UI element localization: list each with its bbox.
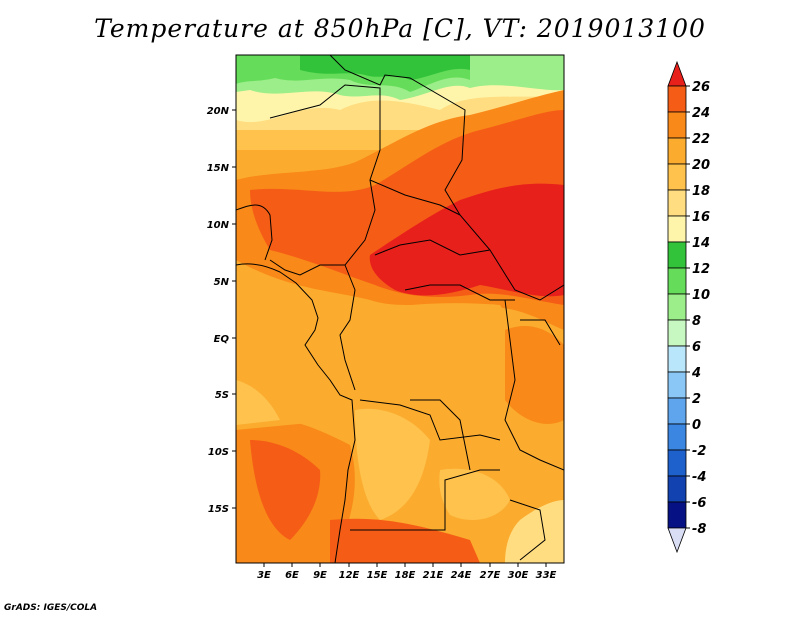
colorbar-segment <box>667 215 687 243</box>
lat-tick-label: 15N <box>207 163 230 174</box>
lon-tick-label: 9E <box>313 570 327 581</box>
colorbar-segment <box>667 319 687 347</box>
temperature-field <box>236 55 564 563</box>
map-title: Temperature at 850hPa [C], VT: 201901310… <box>94 14 706 43</box>
colorbar-triangle-top <box>667 60 687 87</box>
colorbar-label: 4 <box>691 366 701 381</box>
lat-tick-label: 20N <box>207 106 230 117</box>
colorbar-segment <box>667 345 687 373</box>
colorbar-label: 8 <box>692 314 701 329</box>
lon-tick-label: 12E <box>339 570 360 581</box>
colorbar-label: 16 <box>692 210 710 225</box>
colorbar-label: 14 <box>692 236 710 251</box>
credit-label: GrADS: IGES/COLA <box>4 603 98 613</box>
lon-tick-label: 18E <box>395 570 416 581</box>
colorbar-label: 18 <box>692 184 710 199</box>
colorbar-segment <box>667 111 687 139</box>
colorbar-label: 2 <box>692 392 701 407</box>
longitude-axis: 3E 6E 9E 12E 15E 18E 21E 24E 27E 30E 33E <box>257 563 557 581</box>
colorbar-segment <box>667 397 687 425</box>
lon-tick-label: 15E <box>367 570 388 581</box>
colorbar-label: 10 <box>692 288 710 303</box>
colorbar-label: 26 <box>692 80 710 95</box>
colorbar-triangle-bottom <box>667 527 687 554</box>
colorbar-segment <box>667 293 687 321</box>
colorbar-label: 6 <box>692 340 701 355</box>
colorbar-segment <box>667 241 687 269</box>
lat-tick-label: 5N <box>214 277 230 288</box>
lat-tick-label: 15S <box>208 504 229 515</box>
colorbar-label: -6 <box>692 496 706 511</box>
lon-tick-label: 3E <box>257 570 271 581</box>
colorbar-segment <box>667 163 687 191</box>
colorbar-segment <box>667 423 687 451</box>
lon-tick-label: 24E <box>451 570 472 581</box>
political-borders <box>236 55 564 563</box>
colorbar-segment <box>667 189 687 217</box>
lon-tick-label: 21E <box>423 570 444 581</box>
colorbar-label: -2 <box>692 444 706 459</box>
lon-tick-label: 6E <box>285 570 299 581</box>
colorbar-segment <box>667 475 687 503</box>
lon-tick-label: 33E <box>536 570 557 581</box>
colorbar-label: 20 <box>692 158 710 173</box>
latitude-axis: 20N 15N 10N 5N EQ 5S 10S 15S <box>207 106 236 515</box>
lon-tick-label: 30E <box>508 570 529 581</box>
lat-tick-label: 5S <box>215 390 229 401</box>
lat-tick-label: 10N <box>207 220 230 231</box>
map-frame <box>235 54 565 564</box>
colorbar-label: -4 <box>692 470 706 485</box>
colorbar-label: 12 <box>692 262 710 277</box>
colorbar-segment <box>667 137 687 165</box>
colorbar-segment <box>667 85 687 113</box>
colorbar-segment <box>667 501 687 529</box>
lat-tick-label: EQ <box>214 334 230 345</box>
colorbar-label: 0 <box>692 418 701 433</box>
lat-tick-label: 10S <box>208 447 229 458</box>
colorbar-segment <box>667 371 687 399</box>
colorbar-label: -8 <box>692 522 706 537</box>
colorbar-label: 22 <box>692 132 710 147</box>
colorbar-label: 24 <box>692 106 710 121</box>
colorbar-segment <box>667 449 687 477</box>
lon-tick-label: 27E <box>480 570 501 581</box>
colorbar-segment <box>667 267 687 295</box>
